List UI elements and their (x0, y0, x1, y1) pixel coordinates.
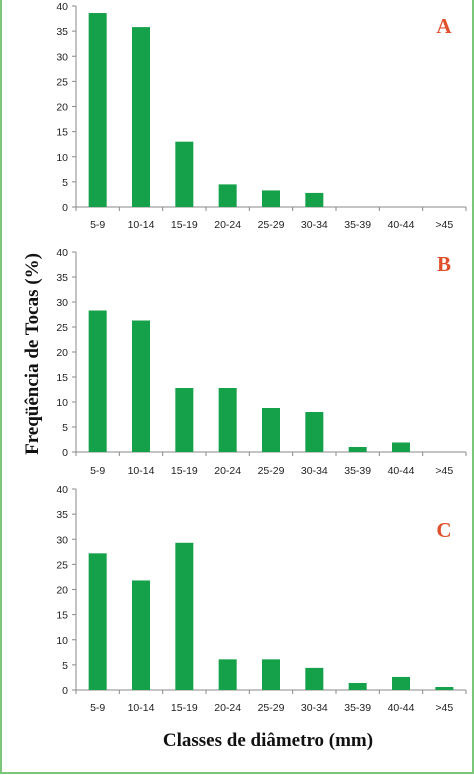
panel-a: 0 5 10 15 20 25 30 35 40 5-9 10-14 15-19 20-24 25-29 3… (56, 1, 467, 231)
x-tick-label: 35-39 (344, 219, 371, 231)
x-tick-label: 30-34 (301, 465, 328, 477)
y-tick-label: 15 (56, 127, 68, 139)
x-tick-label: 30-34 (301, 219, 328, 231)
x-tick-label: >45 (435, 465, 453, 477)
chart-panels: 0 5 10 15 20 25 30 35 40 5-9 10-14 15-19 20-24 25-29 3… (56, 1, 467, 714)
panel-b: 0 5 10 15 20 25 30 35 40 5-9 10-14 15-19 20-24 25-29 3… (56, 247, 467, 477)
y-tick-label: 30 (56, 51, 68, 63)
x-tick-label: 5-9 (90, 219, 105, 231)
x-tick-label: 5-9 (90, 465, 105, 477)
bar (218, 659, 237, 690)
x-tick-label: 10-14 (128, 465, 155, 477)
bar (392, 442, 410, 452)
bar (132, 27, 150, 208)
y-tick-label: 25 (56, 76, 68, 88)
y-tick-label: 0 (62, 202, 68, 214)
y-tick-label: 30 (56, 534, 68, 546)
x-tick-label: 20-24 (214, 702, 241, 714)
bar (305, 412, 324, 452)
y-tick-label: 20 (56, 585, 68, 597)
y-tick-label: 40 (56, 247, 68, 259)
x-tick-label: >45 (435, 219, 453, 231)
y-tick-label: 40 (56, 484, 68, 496)
y-tick-label: 0 (62, 685, 68, 697)
x-tick-label: 40-44 (388, 219, 415, 231)
bar (392, 676, 410, 690)
bar (348, 447, 367, 452)
x-tick-label: 15-19 (171, 219, 198, 231)
x-axis-label: Classes de diâmetro (mm) (163, 730, 373, 751)
bar (348, 682, 367, 690)
bar (262, 190, 280, 207)
bar (305, 192, 324, 207)
panel-label: B (437, 252, 451, 276)
panel-c: 0 5 10 15 20 25 30 35 40 5-9 10-14 15-19 20-24 25-29 3… (56, 484, 467, 714)
bar (218, 184, 237, 207)
bar (88, 553, 107, 690)
y-tick-label: 15 (56, 372, 68, 384)
y-tick-label: 20 (56, 102, 68, 114)
bar (132, 320, 150, 452)
x-tick-label: 25-29 (258, 702, 285, 714)
y-tick-label: 35 (56, 272, 68, 284)
x-tick-label: 10-14 (128, 702, 155, 714)
y-tick-label: 5 (62, 422, 68, 434)
x-tick-label: 30-34 (301, 702, 328, 714)
bar (175, 141, 194, 207)
y-tick-label: 5 (62, 660, 68, 672)
x-tick-label: 25-29 (258, 465, 285, 477)
x-tick-label: 40-44 (388, 465, 415, 477)
x-tick-label: 15-19 (171, 465, 198, 477)
x-tick-label: 35-39 (344, 465, 371, 477)
bar (175, 388, 194, 452)
bar (175, 542, 194, 690)
bar (88, 13, 107, 207)
bar (88, 310, 107, 452)
bar (435, 686, 454, 690)
bar (132, 580, 150, 690)
x-tick-label: 25-29 (258, 219, 285, 231)
y-tick-label: 5 (62, 177, 68, 189)
y-tick-label: 15 (56, 610, 68, 622)
panel-label: C (436, 518, 451, 542)
x-tick-label: 20-24 (214, 465, 241, 477)
bar (262, 408, 280, 452)
x-tick-label: >45 (435, 702, 453, 714)
y-axis-label: Freqüência de Tocas (%) (22, 253, 43, 455)
y-tick-label: 10 (56, 397, 68, 409)
x-tick-label: 10-14 (128, 219, 155, 231)
y-tick-label: 20 (56, 347, 68, 359)
y-tick-label: 40 (56, 1, 68, 13)
x-tick-label: 5-9 (90, 702, 105, 714)
x-tick-label: 20-24 (214, 219, 241, 231)
bar (305, 667, 324, 690)
y-tick-label: 30 (56, 297, 68, 309)
y-tick-label: 10 (56, 635, 68, 647)
y-tick-label: 35 (56, 509, 68, 521)
y-tick-label: 25 (56, 559, 68, 571)
bar (218, 388, 237, 452)
y-tick-label: 35 (56, 26, 68, 38)
x-tick-label: 40-44 (388, 702, 415, 714)
x-tick-label: 35-39 (344, 702, 371, 714)
panel-label: A (436, 14, 452, 38)
y-tick-label: 0 (62, 447, 68, 459)
bar (262, 659, 280, 690)
x-tick-label: 15-19 (171, 702, 198, 714)
y-tick-label: 25 (56, 322, 68, 334)
y-tick-label: 10 (56, 152, 68, 164)
